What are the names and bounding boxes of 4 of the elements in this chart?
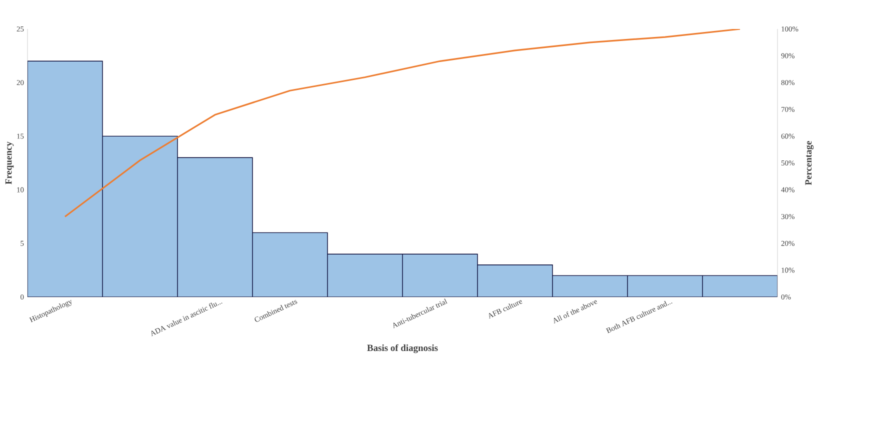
- y-axis-title: Frequency: [5, 142, 14, 184]
- y2-axis-title: Percentage: [805, 140, 814, 186]
- x-axis-title: Basis of diagnosis: [367, 344, 438, 354]
- line-series: [64, 28, 741, 218]
